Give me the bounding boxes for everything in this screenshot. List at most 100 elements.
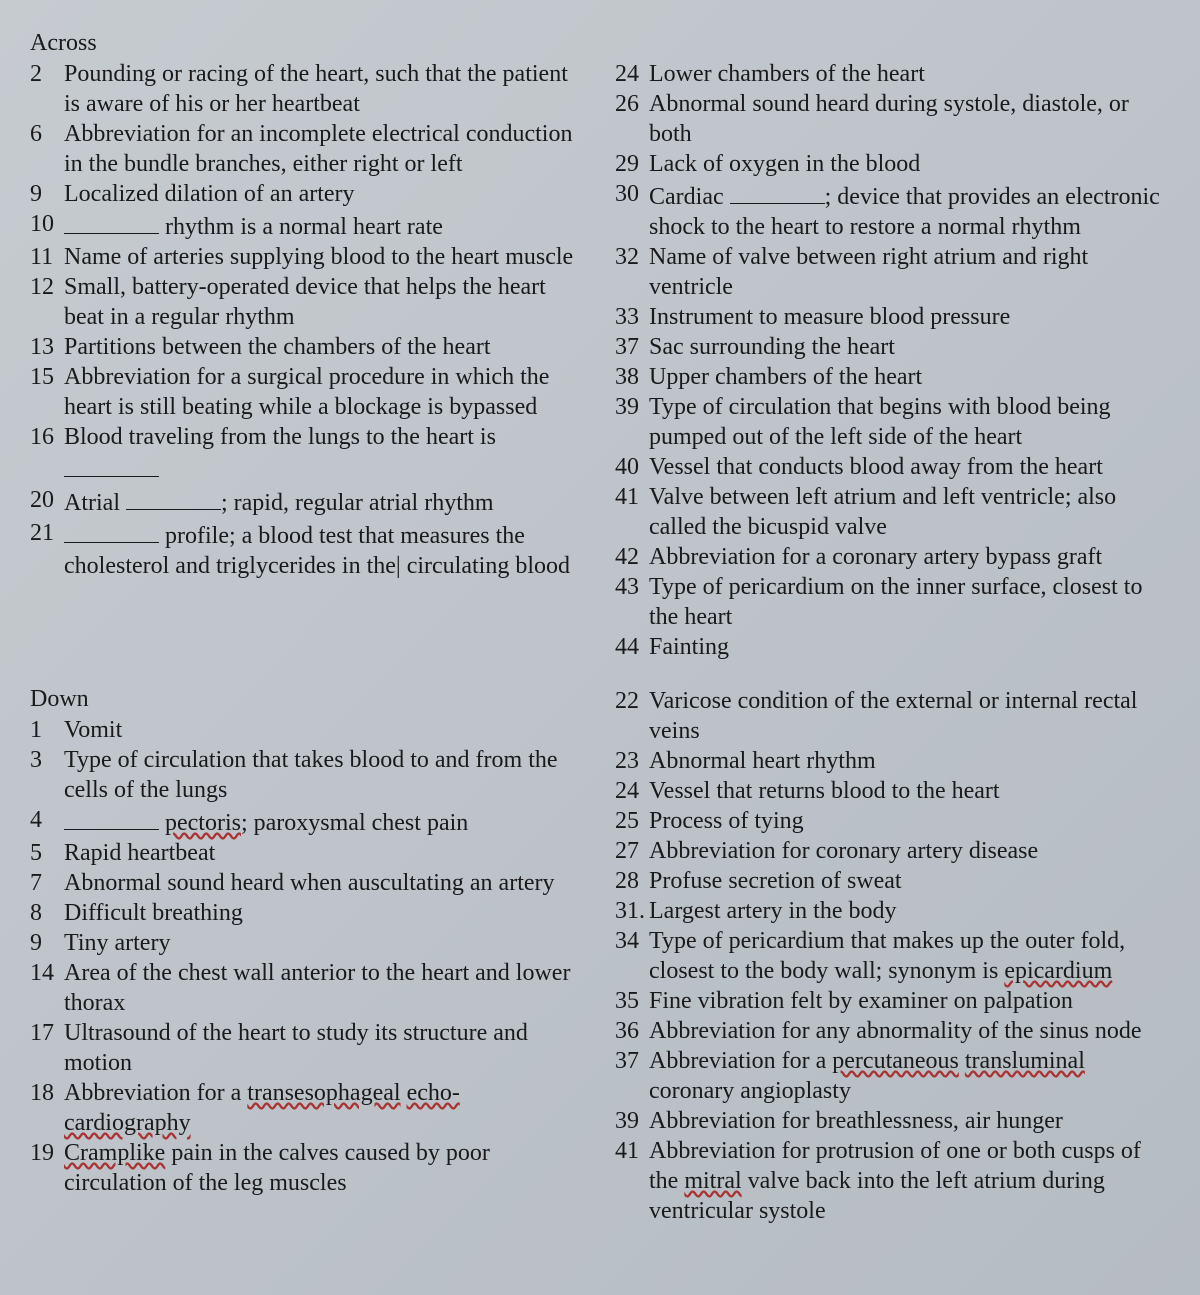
- clue-number: 9: [30, 928, 64, 958]
- clue-number: 38: [615, 362, 649, 392]
- clue-text: Abbreviation for a coronary artery bypas…: [649, 542, 1170, 572]
- clue-number: 25: [615, 806, 649, 836]
- clue-row: 10 rhythm is a normal heart rate: [30, 209, 585, 242]
- clue-number: 26: [615, 89, 649, 149]
- clue-row: 17Ultrasound of the heart to study its s…: [30, 1018, 585, 1078]
- clue-row: 9Tiny artery: [30, 928, 585, 958]
- clue-row: 8Difficult breathing: [30, 898, 585, 928]
- clue-row: 1Vomit: [30, 715, 585, 745]
- clue-number: 28: [615, 866, 649, 896]
- clue-row: 37Abbreviation for a percutaneous transl…: [615, 1046, 1170, 1106]
- clue-text: Sac surrounding the heart: [649, 332, 1170, 362]
- clue-number: 1: [30, 715, 64, 745]
- clue-row: 42Abbreviation for a coronary artery byp…: [615, 542, 1170, 572]
- clue-number: 42: [615, 542, 649, 572]
- clue-text: Abbreviation for a percutaneous translum…: [649, 1046, 1170, 1106]
- clue-number: 43: [615, 572, 649, 632]
- clue-text: Fine vibration felt by examiner on palpa…: [649, 986, 1170, 1016]
- clue-text: Ultrasound of the heart to study its str…: [64, 1018, 585, 1078]
- clue-row: 14Area of the chest wall anterior to the…: [30, 958, 585, 1018]
- clue-text: Small, battery-operated device that help…: [64, 272, 585, 332]
- clue-row: 5Rapid heartbeat: [30, 838, 585, 868]
- clue-number: 14: [30, 958, 64, 1018]
- clue-text: Abnormal sound heard during systole, dia…: [649, 89, 1170, 149]
- clue-text: Abbreviation for any abnormality of the …: [649, 1016, 1170, 1046]
- clue-text: Cardiac ; device that provides an electr…: [649, 179, 1170, 242]
- clue-row: 7Abnormal sound heard when auscultating …: [30, 868, 585, 898]
- clue-text: Fainting: [649, 632, 1170, 662]
- clue-text: Vomit: [64, 715, 585, 745]
- clue-number: 36: [615, 1016, 649, 1046]
- clue-text: Process of tying: [649, 806, 1170, 836]
- clue-number: 39: [615, 392, 649, 452]
- clue-row: 16Blood traveling from the lungs to the …: [30, 422, 585, 485]
- clue-text: Varicose condition of the external or in…: [649, 686, 1170, 746]
- clue-number: 37: [615, 332, 649, 362]
- clue-text: Abbreviation for an incomplete electrica…: [64, 119, 585, 179]
- clue-text: Lack of oxygen in the blood: [649, 149, 1170, 179]
- clue-row: 2Pounding or racing of the heart, such t…: [30, 59, 585, 119]
- clue-row: 24Vessel that returns blood to the heart: [615, 776, 1170, 806]
- clue-number: 11: [30, 242, 64, 272]
- clue-text: Type of circulation that begins with blo…: [649, 392, 1170, 452]
- clue-number: 32: [615, 242, 649, 302]
- clue-number: 41: [615, 1136, 649, 1226]
- clue-text: rhythm is a normal heart rate: [64, 209, 585, 242]
- clue-row: 29Lack of oxygen in the blood: [615, 149, 1170, 179]
- clue-row: 22Varicose condition of the external or …: [615, 686, 1170, 746]
- clue-row: 28Profuse secretion of sweat: [615, 866, 1170, 896]
- clue-row: 20Atrial ; rapid, regular atrial rhythm: [30, 485, 585, 518]
- clue-row: 26Abnormal sound heard during systole, d…: [615, 89, 1170, 149]
- clue-row: 41Valve between left atrium and left ven…: [615, 482, 1170, 542]
- across-title: Across: [30, 30, 1170, 57]
- clue-row: 43Type of pericardium on the inner surfa…: [615, 572, 1170, 632]
- clue-text: Valve between left atrium and left ventr…: [649, 482, 1170, 542]
- clue-row: 6Abbreviation for an incomplete electric…: [30, 119, 585, 179]
- clue-number: 27: [615, 836, 649, 866]
- clue-row: 32Name of valve between right atrium and…: [615, 242, 1170, 302]
- down-section: Down 1Vomit3Type of circulation that tak…: [30, 686, 1170, 1226]
- clue-number: 3: [30, 745, 64, 805]
- clue-number: 5: [30, 838, 64, 868]
- clue-row: 37Sac surrounding the heart: [615, 332, 1170, 362]
- clue-number: 41: [615, 482, 649, 542]
- clue-text: pectoris; paroxysmal chest pain: [64, 805, 585, 838]
- clue-row: 13Partitions between the chambers of the…: [30, 332, 585, 362]
- clue-text: Abnormal sound heard when auscultating a…: [64, 868, 585, 898]
- clue-row: 30Cardiac ; device that provides an elec…: [615, 179, 1170, 242]
- clue-number: 39: [615, 1106, 649, 1136]
- clue-text: Partitions between the chambers of the h…: [64, 332, 585, 362]
- clue-text: Difficult breathing: [64, 898, 585, 928]
- clue-number: 22: [615, 686, 649, 746]
- clue-row: 9Localized dilation of an artery: [30, 179, 585, 209]
- clue-number: 40: [615, 452, 649, 482]
- clue-number: 4: [30, 805, 64, 838]
- clue-number: 2: [30, 59, 64, 119]
- down-left-column: Down 1Vomit3Type of circulation that tak…: [30, 686, 585, 1226]
- clue-row: 39Type of circulation that begins with b…: [615, 392, 1170, 452]
- clue-number: 44: [615, 632, 649, 662]
- clue-text: Profuse secretion of sweat: [649, 866, 1170, 896]
- clue-number: 6: [30, 119, 64, 179]
- clue-text: Localized dilation of an artery: [64, 179, 585, 209]
- clue-text: Name of valve between right atrium and r…: [649, 242, 1170, 302]
- clue-row: 34Type of pericardium that makes up the …: [615, 926, 1170, 986]
- clue-number: 33: [615, 302, 649, 332]
- down-right-column: 22Varicose condition of the external or …: [615, 686, 1170, 1226]
- clue-number: 19: [30, 1138, 64, 1198]
- clue-row: 24Lower chambers of the heart: [615, 59, 1170, 89]
- clue-number: 35: [615, 986, 649, 1016]
- clue-number: 24: [615, 776, 649, 806]
- clue-number: 37: [615, 1046, 649, 1106]
- clue-number: 10: [30, 209, 64, 242]
- clue-number: 13: [30, 332, 64, 362]
- clue-number: 21: [30, 518, 64, 581]
- clue-row: 3Type of circulation that takes blood to…: [30, 745, 585, 805]
- down-title: Down: [30, 686, 585, 713]
- clue-row: 12Small, battery-operated device that he…: [30, 272, 585, 332]
- clue-text: Abbreviation for a transesophageal echo-…: [64, 1078, 585, 1138]
- clue-text: Area of the chest wall anterior to the h…: [64, 958, 585, 1018]
- clue-text: Instrument to measure blood pressure: [649, 302, 1170, 332]
- clue-text: Abbreviation for protrusion of one or bo…: [649, 1136, 1170, 1226]
- clue-row: 41Abbreviation for protrusion of one or …: [615, 1136, 1170, 1226]
